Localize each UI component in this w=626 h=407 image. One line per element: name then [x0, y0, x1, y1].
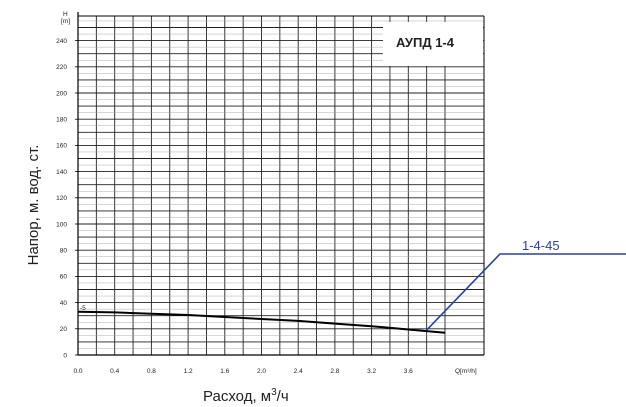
y-tick-label: 40 [60, 300, 68, 307]
x-tick-label: 0.0 [73, 368, 82, 375]
y-tick-label: 180 [56, 117, 67, 124]
chart-title: АУПД 1-4 [396, 35, 455, 50]
y-tick-labels: 0 20 40 60 80 100 120 140 160 180 200 220 240 [56, 38, 78, 359]
x-tick-label: 1.6 [220, 368, 229, 375]
y-tick-label: 140 [56, 169, 67, 176]
y-tick-label: 0 [63, 352, 67, 359]
x-tick-label: 2.0 [257, 368, 266, 375]
y-tick-label: 160 [56, 143, 67, 150]
y-tick-label: 60 [60, 274, 68, 281]
y-tick-label: 200 [56, 90, 67, 97]
y-tick-label: 240 [56, 38, 67, 45]
x-tick-label: 2.8 [330, 368, 339, 375]
x-unit-label: Q[m³/h] [455, 368, 477, 375]
x-tick-label: 3.2 [367, 368, 376, 375]
x-axis-label: Расход, м3/ч [203, 387, 289, 405]
y-tick-label: 220 [56, 64, 67, 71]
plot-frame [77, 12, 485, 356]
y-unit-top: H [63, 11, 68, 18]
x-tick-label: 2.4 [294, 368, 303, 375]
series-curve-1-4-45 [77, 310, 446, 334]
y-tick-label: 20 [60, 326, 68, 333]
y-unit-bottom: [m] [61, 18, 70, 25]
y-tick-label: 100 [56, 221, 67, 228]
curve-start-label: -5 [80, 305, 86, 312]
y-tick-label: 80 [60, 248, 68, 255]
x-tick-label: 0.4 [110, 368, 119, 375]
callout-leader-line [426, 253, 626, 331]
x-tick-label: 0.8 [147, 368, 156, 375]
series-label-1-4-45: 1-4-45 [522, 238, 560, 253]
grid [77, 16, 484, 356]
x-tick-label: 3.6 [404, 368, 413, 375]
x-tick-label: 1.2 [184, 368, 193, 375]
y-tick-label: 120 [56, 195, 67, 202]
y-axis-label: Напор, м. вод. ст. [25, 145, 42, 266]
x-tick-labels: 0.0 0.4 0.8 1.2 1.6 2.0 2.4 2.8 3.2 3.6 [73, 368, 413, 375]
title-box: АУПД 1-4 [383, 22, 483, 66]
